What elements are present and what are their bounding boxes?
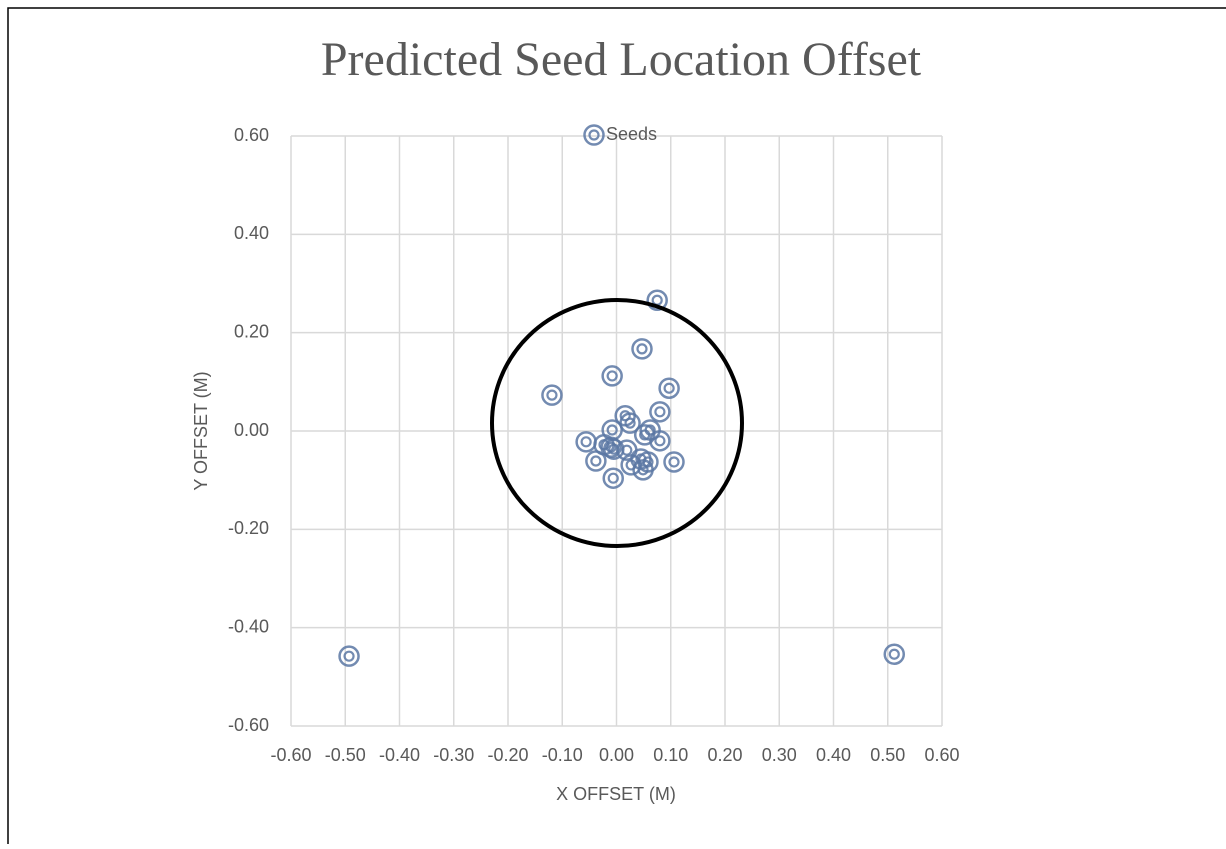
marker-core (619, 410, 631, 422)
x-tick-label: -0.60 (270, 745, 311, 765)
marker-ring (338, 645, 360, 667)
marker-ring (631, 338, 653, 360)
marker-core (637, 464, 649, 476)
marker-core (606, 370, 618, 382)
point (663, 451, 685, 473)
x-axis-title: X OFFSET (M) (556, 784, 676, 804)
y-tick-label: 0.00 (234, 420, 269, 440)
x-tick-label: 0.20 (707, 745, 742, 765)
marker-ring (619, 412, 641, 434)
marker-ring (633, 424, 656, 446)
x-tick-label: 0.50 (870, 745, 905, 765)
marker-core (639, 429, 651, 441)
legend-marker (583, 124, 605, 146)
y-tick-label: 0.60 (234, 125, 269, 145)
point (585, 450, 607, 472)
x-tick-label: -0.40 (379, 745, 420, 765)
marker-ring (649, 430, 671, 452)
y-axis-title: Y OFFSET (M) (191, 371, 211, 490)
target-circle (490, 298, 744, 548)
x-tick-label: 0.00 (599, 745, 634, 765)
point (658, 377, 680, 399)
legend-label: Seeds (606, 124, 657, 144)
point (649, 430, 671, 452)
marker-core (636, 343, 648, 355)
marker-core (654, 435, 666, 447)
chart-title: Predicted Seed Location Offset (321, 33, 922, 86)
marker-core (663, 382, 675, 394)
marker-core (606, 424, 618, 436)
x-tick-label: -0.30 (433, 745, 474, 765)
y-tick-label: -0.40 (228, 616, 269, 636)
x-tick-label: 0.30 (762, 745, 797, 765)
marker-core (588, 129, 600, 141)
marker-core (580, 436, 592, 448)
x-tick-label: -0.20 (487, 745, 528, 765)
point (602, 467, 624, 489)
marker-ring (601, 365, 623, 387)
x-tick-label: -0.10 (542, 745, 583, 765)
marker-core (546, 389, 558, 401)
marker-ring (602, 467, 624, 489)
marker-ring (883, 643, 906, 665)
point (338, 645, 360, 667)
point (601, 365, 623, 387)
marker-ring (646, 289, 668, 311)
marker-core (590, 455, 602, 467)
marker-core (888, 648, 900, 660)
x-tick-label: 0.40 (816, 745, 851, 765)
marker-core (343, 650, 355, 662)
marker-core (651, 294, 663, 306)
marker-core (621, 444, 633, 456)
marker-ring (663, 451, 685, 473)
marks (338, 289, 906, 667)
marker-ring (583, 124, 605, 146)
legend: Seeds (583, 124, 657, 146)
marker-ring (658, 377, 680, 399)
point (619, 412, 641, 434)
point (541, 384, 563, 406)
marker-ring (585, 450, 607, 472)
x-tick-label: 0.60 (924, 745, 959, 765)
point (633, 424, 656, 446)
marker-core (654, 406, 666, 418)
marker-ring (600, 436, 622, 458)
marker-core (668, 456, 680, 468)
marker-ring (575, 431, 597, 453)
point (883, 643, 906, 665)
point (632, 459, 654, 481)
point (631, 338, 653, 360)
marker-ring (649, 401, 671, 423)
grid (290, 135, 943, 727)
y-tick-label: 0.20 (234, 321, 269, 341)
x-tick-label: -0.50 (325, 745, 366, 765)
marker-core (607, 472, 619, 484)
y-tick-label: -0.60 (228, 715, 269, 735)
point (575, 431, 597, 453)
point (649, 401, 671, 423)
marker-core (624, 417, 636, 429)
marker-core (642, 456, 654, 468)
x-tick-label: 0.10 (653, 745, 688, 765)
frame (7, 7, 1226, 849)
y-tick-label: 0.40 (234, 223, 269, 243)
marker-ring (632, 459, 654, 481)
marker-ring (541, 384, 563, 406)
y-tick-label: -0.20 (228, 518, 269, 538)
